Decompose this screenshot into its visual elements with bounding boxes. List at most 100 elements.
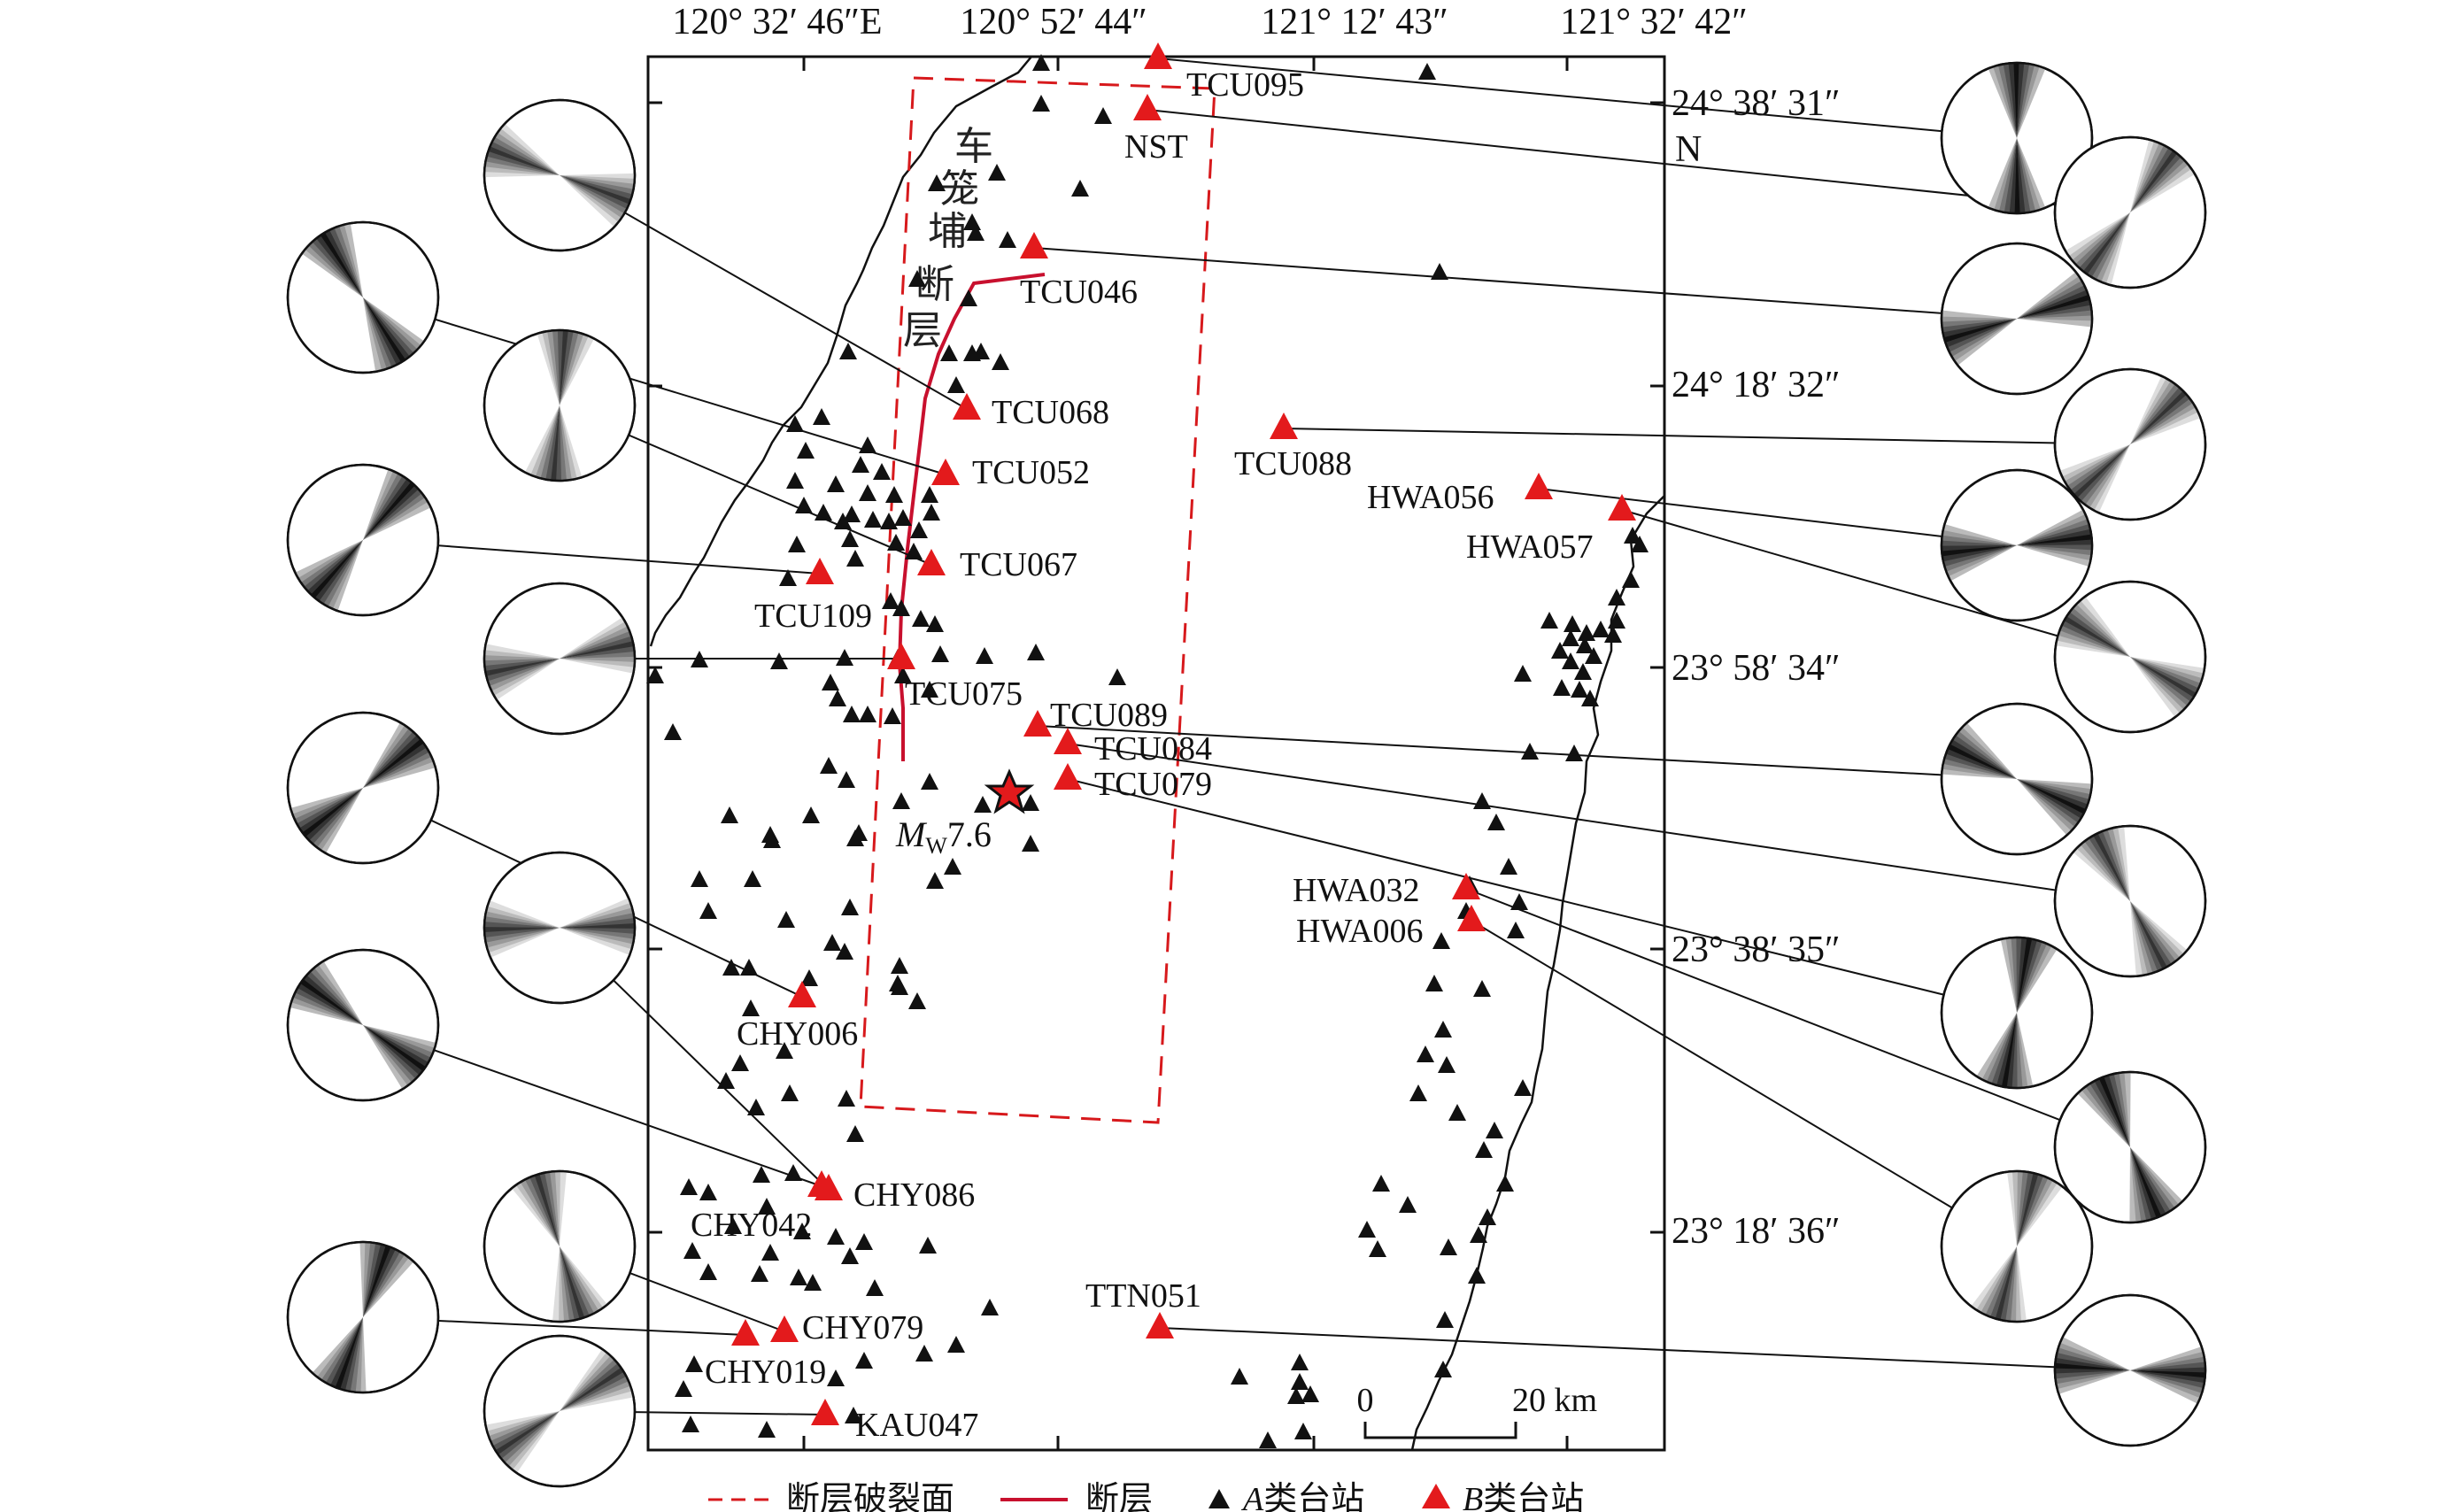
class-a-station-triangle-icon	[884, 707, 901, 724]
rose-diagram	[286, 711, 440, 865]
class-a-station-triangle-icon	[1592, 621, 1610, 637]
class-a-station-triangle-icon	[1294, 1423, 1312, 1439]
fault-name-char: 埔	[928, 209, 967, 254]
class-b-station-triangle-icon	[1457, 905, 1486, 931]
chelungpu-fault-trace	[897, 273, 1046, 761]
side-tick-marks	[648, 101, 1664, 1234]
class-a-station-triangle-icon	[804, 1274, 822, 1291]
class-a-station-triangle-icon	[855, 1233, 873, 1250]
station-label: HWA057	[1466, 528, 1594, 566]
station-label: NST	[1124, 128, 1188, 166]
class-a-station-triangle-icon	[1551, 642, 1569, 659]
class-a-station-triangle-icon	[724, 1217, 742, 1234]
class-a-station-triangle-icon	[781, 1084, 799, 1101]
class-a-station-triangle-icon	[974, 796, 992, 813]
rose-diagram	[286, 1240, 440, 1394]
class-b-station-triangle-icon	[811, 1399, 839, 1425]
class-a-station-triangle-icon	[880, 513, 898, 529]
station-label: TCU075	[905, 675, 1023, 713]
class-a-station-triangle-icon	[944, 858, 961, 875]
rupture-plane-outline	[859, 76, 1216, 1124]
class-a-station-triangle-icon	[1585, 647, 1602, 664]
class-b-station-triangle-icon	[1270, 413, 1298, 439]
class-a-station-triangle-icon	[770, 652, 788, 669]
class-a-station-triangle-icon	[793, 1223, 811, 1239]
rose-diagram	[1940, 702, 2094, 856]
class-a-station-triangle-icon	[836, 943, 853, 960]
class-a-station-triangle-icon	[699, 1184, 717, 1200]
rose-diagram	[483, 328, 637, 482]
class-a-station-triangle-icon	[931, 645, 949, 662]
class-a-station-triangle-icon	[1108, 668, 1126, 685]
class-a-station-triangle-icon	[1291, 1354, 1309, 1370]
class-a-station-triangle-icon	[777, 911, 795, 928]
connector-line	[1033, 247, 2018, 320]
class-a-station-triangle-icon	[1574, 663, 1592, 680]
class-a-station-triangle-icon	[763, 831, 781, 848]
connector-line	[559, 174, 968, 410]
class-a-station-triangle-icon	[1438, 1056, 1456, 1073]
station-label: TCU089	[1050, 697, 1168, 734]
rose-diagram	[483, 582, 637, 736]
legend: 断层破裂面 断层 A类台站 B类台站	[708, 1479, 1584, 1512]
station-label: TCU095	[1186, 66, 1304, 104]
class-a-station-triangle-icon	[1436, 1311, 1454, 1328]
class-a-station-triangle-icon	[1425, 975, 1443, 991]
fault-name-char: 层	[903, 308, 942, 353]
class-a-station-triangle-icon	[813, 408, 830, 425]
legend-class-a-label: A类台站	[1240, 1479, 1364, 1512]
connector-line	[362, 1024, 822, 1187]
class-a-stations	[646, 54, 1649, 1448]
class-a-station-triangle-icon	[758, 1198, 776, 1215]
station-label: CHY006	[737, 1015, 858, 1053]
class-a-station-triangle-icon	[753, 1166, 770, 1183]
class-a-station-triangle-icon	[921, 681, 938, 698]
class-b-station-triangle-icon	[1525, 473, 1553, 499]
class-a-station-triangle-icon	[1475, 1141, 1493, 1158]
class-a-station-triangle-icon	[1417, 1045, 1434, 1062]
station-label: TCU088	[1234, 445, 1352, 482]
class-a-station-triangle-icon	[873, 463, 891, 480]
station-label: CHY086	[853, 1176, 975, 1214]
station-label: CHY079	[802, 1309, 923, 1346]
class-a-station-triangle-icon	[1608, 589, 1625, 606]
class-a-station-triangle-icon	[1496, 1175, 1514, 1192]
class-a-station-triangle-icon	[963, 344, 981, 361]
class-a-station-triangle-icon	[683, 1242, 701, 1259]
class-a-station-triangle-icon	[864, 511, 882, 528]
class-a-station-triangle-icon	[912, 610, 930, 627]
class-a-station-triangle-icon	[1291, 1373, 1309, 1390]
class-b-station-triangle-icon	[770, 1315, 799, 1342]
rose-diagram	[1940, 242, 2094, 396]
class-a-station-triangle-icon	[1540, 612, 1558, 629]
rose-diagram	[483, 851, 637, 1005]
class-a-station-triangle-icon	[926, 872, 944, 889]
class-b-station-triangle-icon	[1608, 494, 1636, 521]
class-a-station-triangle-icon	[1448, 1104, 1466, 1121]
connector-line	[1471, 920, 2018, 1247]
class-a-station-triangle-icon	[921, 773, 938, 790]
class-a-station-triangle-icon	[675, 1380, 692, 1397]
class-a-station-triangle-icon	[988, 164, 1006, 181]
class-a-station-triangle-icon	[846, 550, 864, 567]
class-a-station-triangle-icon	[722, 959, 740, 976]
class-a-station-triangle-icon	[699, 902, 717, 919]
class-a-station-triangle-icon	[892, 792, 910, 809]
class-a-station-triangle-icon	[1231, 1368, 1248, 1385]
right-tick-label: 24° 38′ 31″	[1672, 83, 1840, 124]
class-a-station-triangle-icon	[800, 969, 818, 986]
class-a-station-triangle-icon	[885, 486, 903, 503]
class-a-station-triangle-icon	[1032, 95, 1050, 112]
class-a-station-triangle-icon	[894, 509, 912, 526]
connector-line	[1538, 488, 2018, 546]
legend-class-b-triangle-icon	[1422, 1484, 1450, 1508]
legend-fault-label: 断层	[1085, 1479, 1153, 1512]
class-a-station-triangle-icon	[940, 344, 958, 361]
class-a-station-triangle-icon	[1622, 571, 1640, 588]
class-b-station-triangle-icon	[1020, 232, 1048, 258]
class-a-station-triangle-icon	[1564, 615, 1581, 632]
class-b-station-triangle-icon	[1133, 94, 1162, 120]
class-b-stations	[731, 42, 1636, 1425]
rose-diagram	[286, 463, 440, 617]
